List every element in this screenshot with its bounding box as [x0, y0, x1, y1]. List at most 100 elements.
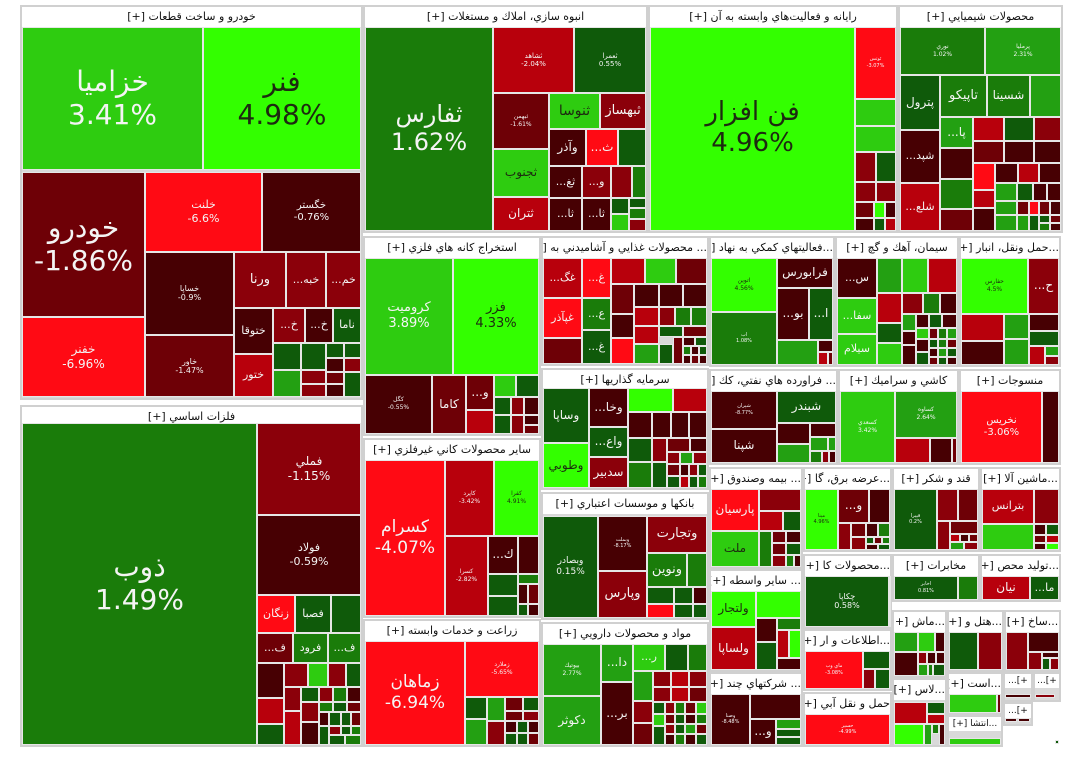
stock-tile-unlabeled[interactable]: [518, 574, 539, 584]
stock-tile[interactable]: ئوتس -3.07%: [855, 27, 896, 99]
stock-tile-unlabeled[interactable]: [301, 343, 326, 370]
stock-tile-unlabeled[interactable]: [528, 604, 539, 616]
sector-title[interactable]: ...است [+]: [949, 674, 1001, 694]
stock-tile-unlabeled[interactable]: [929, 348, 938, 357]
stock-tile-unlabeled[interactable]: [653, 687, 671, 702]
stock-tile-unlabeled[interactable]: [1046, 535, 1059, 543]
stock-tile-unlabeled[interactable]: [301, 722, 319, 745]
stock-tile[interactable]: زنگان: [257, 595, 295, 633]
stock-tile-unlabeled[interactable]: [810, 423, 836, 437]
stock-tile-unlabeled[interactable]: [949, 632, 978, 670]
stock-tile-unlabeled[interactable]: [685, 734, 696, 745]
stock-tile[interactable]: فولاد -0.59%: [257, 515, 361, 595]
stock-tile-unlabeled[interactable]: [818, 340, 833, 352]
stock-tile-unlabeled[interactable]: [952, 438, 957, 463]
stock-tile-unlabeled[interactable]: [659, 307, 675, 326]
stock-tile-unlabeled[interactable]: [1035, 694, 1055, 698]
stock-tile-unlabeled[interactable]: [916, 314, 929, 328]
stock-tile-unlabeled[interactable]: [855, 99, 896, 126]
sector-title[interactable]: ...توليد محص [+]: [982, 556, 1059, 576]
stock-tile[interactable]: خزاميا 3.41%: [22, 27, 203, 170]
stock-tile[interactable]: ونوين: [647, 553, 687, 587]
stock-tile-unlabeled[interactable]: [301, 702, 319, 722]
stock-tile-unlabeled[interactable]: [866, 523, 878, 537]
stock-tile-unlabeled[interactable]: [877, 258, 902, 293]
stock-tile-unlabeled[interactable]: [328, 663, 346, 687]
stock-tile[interactable]: ...ا: [809, 288, 833, 340]
stock-tile[interactable]: غپآذر: [543, 298, 582, 338]
stock-tile[interactable]: ...خ: [273, 308, 305, 343]
stock-tile-unlabeled[interactable]: [667, 438, 690, 452]
stock-tile-unlabeled[interactable]: [652, 438, 667, 462]
stock-tile-unlabeled[interactable]: [829, 451, 836, 463]
stock-tile[interactable]: ...خ: [305, 308, 333, 343]
stock-tile[interactable]: ...واع: [589, 427, 628, 457]
stock-tile-unlabeled[interactable]: [1046, 543, 1059, 550]
stock-tile-unlabeled[interactable]: [902, 258, 928, 293]
sector-title[interactable]: ...عرضه برق، گا [+]: [805, 469, 890, 489]
stock-tile-unlabeled[interactable]: [818, 352, 828, 365]
stock-tile-unlabeled[interactable]: [995, 163, 1018, 183]
stock-tile-unlabeled[interactable]: [685, 724, 696, 734]
stock-tile-unlabeled[interactable]: [949, 738, 1001, 745]
stock-tile-unlabeled[interactable]: [301, 384, 326, 397]
sector-title[interactable]: سرمايه گذاريها [+]: [543, 370, 707, 390]
stock-tile[interactable]: ...و: [838, 489, 869, 523]
stock-tile-unlabeled[interactable]: [783, 511, 801, 531]
stock-tile[interactable]: كفرا 4.91%: [494, 460, 539, 536]
sector-title[interactable]: بانكها و موسسات اعتباري [+]: [543, 494, 707, 514]
stock-tile-unlabeled[interactable]: [794, 555, 801, 567]
stock-tile-unlabeled[interactable]: [1034, 543, 1046, 550]
stock-tile[interactable]: كاما: [432, 375, 466, 434]
stock-tile-unlabeled[interactable]: [257, 724, 284, 745]
stock-tile-unlabeled[interactable]: [1047, 183, 1061, 201]
stock-tile-unlabeled[interactable]: [772, 555, 786, 567]
stock-tile-unlabeled[interactable]: [902, 331, 916, 345]
stock-tile-unlabeled[interactable]: [810, 451, 822, 463]
sector-title[interactable]: مواد و محصولات دارويي [+]: [543, 624, 707, 644]
stock-tile-unlabeled[interactable]: [611, 166, 632, 198]
stock-tile[interactable]: ملت: [711, 531, 759, 567]
stock-tile-unlabeled[interactable]: [611, 214, 629, 231]
stock-tile-unlabeled[interactable]: [961, 314, 1004, 341]
stock-tile[interactable]: ثشاهد -2.04%: [493, 27, 574, 93]
stock-tile-unlabeled[interactable]: [465, 697, 487, 719]
stock-tile-unlabeled[interactable]: [629, 208, 646, 219]
stock-tile-unlabeled[interactable]: [928, 258, 957, 293]
stock-tile-unlabeled[interactable]: [284, 711, 301, 745]
stock-tile-unlabeled[interactable]: [1017, 215, 1029, 231]
sector-title[interactable]: ... فراورده هاي نفتي، كك [+]: [711, 371, 836, 391]
stock-tile[interactable]: وصنا -8.48%: [711, 694, 750, 745]
stock-tile-unlabeled[interactable]: [671, 671, 689, 687]
stock-tile-unlabeled[interactable]: [645, 258, 676, 284]
stock-tile-unlabeled[interactable]: [699, 346, 707, 355]
stock-tile-unlabeled[interactable]: [487, 721, 505, 745]
stock-tile-unlabeled[interactable]: [756, 591, 801, 618]
stock-tile-unlabeled[interactable]: [344, 372, 361, 397]
stock-tile-unlabeled[interactable]: [523, 711, 539, 721]
stock-tile-unlabeled[interactable]: [938, 328, 947, 339]
sector-title[interactable]: ...حمل ونقل، انبار [+]: [961, 238, 1059, 258]
stock-tile[interactable]: ...ثا: [582, 198, 611, 231]
stock-tile-unlabeled[interactable]: [924, 724, 932, 745]
sector-title[interactable]: انبوه سازي، املاك و مستغلات [+]: [365, 7, 646, 27]
stock-tile-unlabeled[interactable]: [828, 437, 836, 451]
stock-tile-unlabeled[interactable]: [1017, 201, 1029, 215]
stock-tile[interactable]: ناما: [333, 308, 361, 343]
stock-tile[interactable]: فرود: [293, 633, 328, 663]
stock-tile[interactable]: خودرو -1.86%: [22, 172, 145, 317]
stock-tile-unlabeled[interactable]: [866, 544, 878, 550]
stock-tile-unlabeled[interactable]: [671, 687, 689, 702]
stock-tile-unlabeled[interactable]: [524, 397, 539, 415]
stock-tile-unlabeled[interactable]: [629, 219, 646, 231]
stock-tile-unlabeled[interactable]: [345, 735, 361, 745]
stock-tile-unlabeled[interactable]: [680, 476, 689, 488]
stock-tile-unlabeled[interactable]: [973, 163, 995, 190]
sector-title[interactable]: فلزات اساسي [+]: [22, 407, 361, 427]
sector-sm3[interactable]: +]...: [1003, 702, 1033, 726]
stock-tile-unlabeled[interactable]: [301, 687, 319, 702]
stock-tile[interactable]: كگل -0.55%: [365, 375, 432, 434]
sector-title[interactable]: ... بيمه وصندوق [+]: [711, 469, 801, 489]
stock-tile-unlabeled[interactable]: [810, 437, 828, 451]
stock-tile-unlabeled[interactable]: [935, 632, 945, 652]
